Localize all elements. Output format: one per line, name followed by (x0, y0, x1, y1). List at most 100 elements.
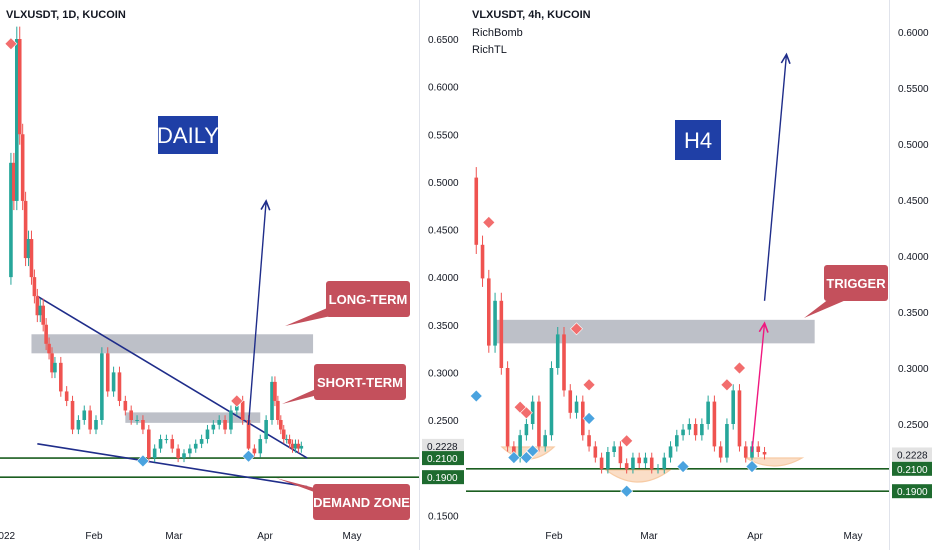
candle-body (474, 177, 479, 245)
candle-body (47, 343, 51, 354)
callout-pointer (282, 388, 322, 404)
candle-body (205, 429, 210, 440)
buy-signal-marker (745, 460, 759, 473)
resistance-zone (125, 412, 261, 423)
sell-signal-marker (482, 215, 496, 229)
callout-label-trigger: TRIGGER (826, 276, 886, 291)
candle-body (712, 401, 717, 447)
x-tick-label: 2022 (0, 531, 16, 542)
candle-body (41, 305, 45, 325)
candle-body (599, 457, 604, 469)
candle-body (612, 446, 616, 452)
candle-body (568, 390, 573, 413)
candle-body (618, 446, 623, 464)
candle-body (26, 239, 31, 259)
candle-body (141, 420, 145, 430)
candle-body (555, 334, 560, 368)
candle-body (264, 420, 268, 440)
candle-body (624, 463, 629, 469)
projection-arrow (751, 323, 766, 453)
candle-body (487, 278, 491, 346)
candle-body (505, 368, 510, 447)
candle-body (587, 435, 591, 447)
candle-body (176, 448, 180, 459)
symbol-label: VLXUSDT, 1D, KUCOIN (6, 9, 126, 21)
candle-body (182, 453, 186, 459)
symbol-label: VLXUSDT, 4h, KUCOIN (472, 9, 591, 21)
candle-body (270, 381, 274, 420)
candle-body (480, 244, 485, 279)
price-label-box (892, 447, 932, 462)
candle-body (279, 420, 283, 430)
candle-body (518, 435, 522, 458)
projection-arrowhead (260, 199, 271, 211)
candle-body (32, 277, 37, 297)
callout-label-demand-zone: DEMAND ZONE (313, 495, 410, 510)
y-tick-label: 0.6000 (428, 83, 459, 94)
candle-body (105, 353, 110, 392)
price-label-box (892, 461, 932, 476)
candle-body (135, 420, 139, 421)
daily-chart-canvas[interactable]: 0.6500 0.6000 0.5500 0.5000 0.4500 0.4000 0.35… (0, 0, 466, 550)
candle-body (299, 445, 304, 449)
daily-chart-panel[interactable]: 0.6500 0.6000 0.5500 0.5000 0.4500 0.4000 0.35… (0, 0, 466, 550)
candle-body (170, 439, 175, 449)
price-label-box (422, 451, 464, 466)
buy-signal-marker (507, 451, 521, 465)
sell-signal-marker (230, 394, 244, 408)
buy-signal-marker (620, 484, 634, 498)
candle-body (12, 162, 16, 201)
candle-body (706, 401, 710, 424)
y-tick-label: 0.5000 (898, 140, 929, 151)
candle-body (687, 424, 692, 430)
candle-body (287, 439, 292, 444)
timeframe-badge-label: H4 (684, 128, 712, 153)
price-label: 0.2100 (427, 454, 458, 465)
x-tick-label: Apr (257, 531, 273, 542)
h4-chart-panel[interactable]: 0.6000 0.5500 0.5000 0.4500 0.4000 0.3500 0.30… (466, 0, 932, 550)
candle-body (524, 424, 529, 436)
y-tick-label: 0.4000 (428, 273, 459, 284)
accumulation-bowl (604, 469, 672, 483)
candle-body (246, 420, 251, 449)
sell-signal-marker (733, 361, 746, 375)
x-tick-label: Mar (165, 531, 183, 542)
candle-body (35, 296, 40, 316)
price-label-box (422, 438, 464, 453)
candle-body (643, 457, 648, 464)
x-tick-label: Feb (545, 531, 563, 542)
y-tick-label: 0.2500 (428, 416, 459, 427)
y-tick-label: 0.3500 (428, 321, 459, 332)
candle-body (290, 443, 295, 449)
sell-signal-marker (4, 37, 18, 51)
candle-body (656, 468, 660, 470)
price-label: 0.2228 (897, 450, 928, 461)
candle-body (147, 429, 151, 459)
candle-body (193, 443, 198, 449)
buy-signal-marker (469, 389, 483, 403)
candle-body (725, 424, 729, 458)
resistance-zone (495, 319, 815, 344)
candle-body (20, 134, 25, 201)
candle-body (276, 400, 280, 420)
y-tick-label: 0.4500 (898, 196, 929, 207)
candle-body (593, 446, 598, 458)
y-tick-label: 0.4500 (428, 226, 459, 237)
price-label-box (892, 484, 932, 499)
candle-body (649, 457, 654, 469)
candle-body (44, 324, 48, 344)
candle-body (252, 448, 257, 454)
price-label-box (422, 470, 464, 485)
trendline (36, 295, 308, 459)
x-tick-label: Apr (747, 531, 763, 542)
candle-body (152, 448, 157, 459)
h4-chart-canvas[interactable]: 0.6000 0.5500 0.5000 0.4500 0.4000 0.3500 0.30… (466, 0, 932, 550)
y-tick-label: 0.1500 (428, 511, 459, 522)
y-tick-label: 0.2500 (898, 420, 929, 431)
x-tick-label: May (343, 531, 362, 542)
candle-body (53, 362, 57, 373)
candle-body (499, 300, 504, 368)
price-label: 0.2100 (897, 465, 928, 476)
x-tick-label: May (844, 531, 863, 542)
price-label: 0.2228 (427, 442, 458, 453)
